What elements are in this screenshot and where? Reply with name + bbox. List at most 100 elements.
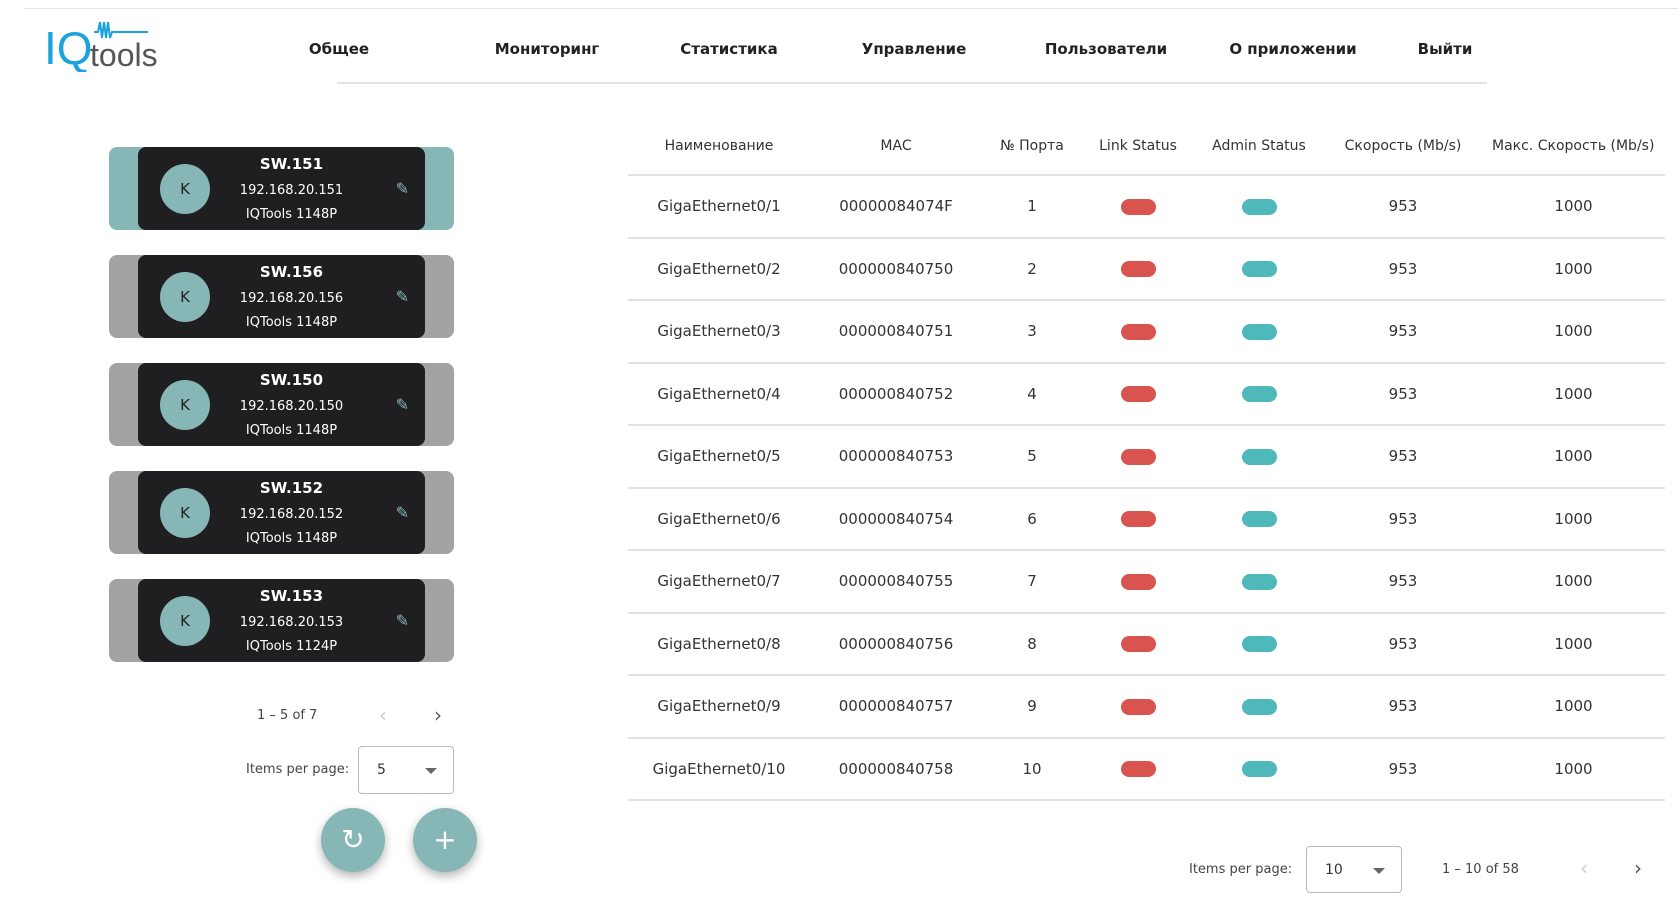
mac-address: 000000840756 [810, 612, 982, 676]
prev-page-icon[interactable]: ‹ [379, 703, 387, 727]
max-speed: 1000 [1482, 300, 1665, 364]
admin-status-cell [1194, 300, 1324, 364]
nav-item[interactable]: Управление [861, 40, 967, 58]
max-speed: 1000 [1482, 237, 1665, 301]
next-page-icon[interactable]: › [434, 703, 442, 727]
admin-status-cell [1194, 425, 1324, 489]
speed: 953 [1324, 737, 1482, 801]
device-ip: 192.168.20.156 [239, 291, 344, 306]
device-card[interactable]: K SW.150 192.168.20.150 IQTools 1148P ✎ [109, 363, 454, 446]
svg-text:IQ: IQ [44, 22, 93, 72]
table-row[interactable]: GigaEthernet0/4 000000840752 4 953 1000 [628, 362, 1665, 426]
admin-status-indicator [1241, 386, 1277, 403]
table-row[interactable]: GigaEthernet0/3 000000840751 3 953 1000 [628, 300, 1665, 364]
refresh-icon: ↻ [341, 823, 365, 856]
table-items-per-page-select[interactable]: 10 [1306, 846, 1402, 893]
table-row[interactable]: GigaEthernet0/7 000000840755 7 953 1000 [628, 550, 1665, 614]
iqtools-logo: IQ tools [44, 21, 158, 72]
device-ip: 192.168.20.153 [239, 615, 344, 630]
column-header[interactable]: № Порта [982, 118, 1082, 176]
edit-icon[interactable]: ✎ [395, 179, 409, 198]
mac-address: 000000840755 [810, 550, 982, 614]
device-name: SW.153 [259, 587, 324, 605]
avatar: K [160, 272, 210, 322]
table-next-page-icon[interactable]: › [1634, 856, 1642, 880]
column-header[interactable]: Скорость (Mb/s) [1324, 118, 1482, 176]
table-page-range: 1 – 10 of 58 [1442, 862, 1519, 877]
port-number: 4 [982, 362, 1082, 426]
device-name: SW.150 [259, 371, 324, 389]
max-speed: 1000 [1482, 737, 1665, 801]
device-card[interactable]: K SW.156 192.168.20.156 IQTools 1148P ✎ [109, 255, 454, 338]
nav-underline [337, 82, 1487, 84]
edit-icon[interactable]: ✎ [395, 287, 409, 306]
column-header[interactable]: Admin Status [1194, 118, 1324, 176]
link-status-indicator [1120, 261, 1156, 278]
column-header[interactable]: MAC [810, 118, 982, 176]
device-name: SW.151 [259, 155, 324, 173]
device-ip: 192.168.20.152 [239, 507, 344, 522]
port-name: GigaEthernet0/3 [628, 300, 810, 364]
nav-item[interactable]: Общее [308, 40, 370, 58]
device-card-body: K SW.152 192.168.20.152 IQTools 1148P ✎ [138, 471, 425, 554]
table-row[interactable]: GigaEthernet0/9 000000840757 9 953 1000 [628, 675, 1665, 739]
edit-icon[interactable]: ✎ [395, 503, 409, 522]
device-card-body: K SW.150 192.168.20.150 IQTools 1148P ✎ [138, 363, 425, 446]
port-name: GigaEthernet0/2 [628, 237, 810, 301]
port-number: 7 [982, 550, 1082, 614]
table-prev-page-icon[interactable]: ‹ [1580, 856, 1588, 880]
nav-item[interactable]: Выйти [1417, 40, 1473, 58]
refresh-button[interactable]: ↻ [321, 808, 385, 872]
link-status-cell [1082, 737, 1194, 801]
link-status-cell [1082, 237, 1194, 301]
max-speed: 1000 [1482, 175, 1665, 239]
table-row[interactable]: GigaEthernet0/8 000000840756 8 953 1000 [628, 612, 1665, 676]
edit-icon[interactable]: ✎ [395, 611, 409, 630]
device-items-per-page-select[interactable]: 5 [358, 746, 454, 794]
max-speed: 1000 [1482, 362, 1665, 426]
port-number: 3 [982, 300, 1082, 364]
link-status-cell [1082, 425, 1194, 489]
table-row[interactable]: GigaEthernet0/1 00000084074F 1 953 1000 [628, 175, 1665, 239]
table-row[interactable]: GigaEthernet0/5 000000840753 5 953 1000 [628, 425, 1665, 489]
max-speed: 1000 [1482, 550, 1665, 614]
link-status-cell [1082, 362, 1194, 426]
nav-item[interactable]: Пользователи [1044, 40, 1168, 58]
device-page-range: 1 – 5 of 7 [257, 708, 318, 723]
port-name: GigaEthernet0/1 [628, 175, 810, 239]
table-items-per-page-label: Items per page: [1189, 862, 1293, 877]
table-row[interactable]: GigaEthernet0/10 000000840758 10 953 1000 [628, 737, 1665, 801]
table-row[interactable]: GigaEthernet0/6 000000840754 6 953 1000 [628, 487, 1665, 551]
top-divider [25, 8, 1678, 9]
nav-item[interactable]: Мониторинг [494, 40, 600, 58]
device-card-body: K SW.153 192.168.20.153 IQTools 1124P ✎ [138, 579, 425, 662]
select-value: 10 [1325, 861, 1343, 878]
speed: 953 [1324, 300, 1482, 364]
nav-item[interactable]: Статистика [680, 40, 778, 58]
column-header[interactable]: Наименование [628, 118, 810, 176]
nav-item[interactable]: О приложении [1229, 40, 1357, 58]
edit-icon[interactable]: ✎ [395, 395, 409, 414]
device-card[interactable]: K SW.153 192.168.20.153 IQTools 1124P ✎ [109, 579, 454, 662]
device-ip: 192.168.20.150 [239, 399, 344, 414]
device-card[interactable]: K SW.152 192.168.20.152 IQTools 1148P ✎ [109, 471, 454, 554]
device-name: SW.156 [259, 263, 324, 281]
column-header[interactable]: Макс. Скорость (Mb/s) [1482, 118, 1665, 176]
admin-status-indicator [1241, 323, 1277, 340]
port-number: 6 [982, 487, 1082, 551]
admin-status-indicator [1241, 261, 1277, 278]
device-card[interactable]: K SW.151 192.168.20.151 IQTools 1148P ✎ [109, 147, 454, 230]
link-status-indicator [1120, 636, 1156, 653]
speed: 953 [1324, 550, 1482, 614]
device-card-body: K SW.156 192.168.20.156 IQTools 1148P ✎ [138, 255, 425, 338]
port-number: 1 [982, 175, 1082, 239]
mac-address: 000000840758 [810, 737, 982, 801]
port-name: GigaEthernet0/7 [628, 550, 810, 614]
link-status-cell [1082, 175, 1194, 239]
column-header[interactable]: Link Status [1082, 118, 1194, 176]
link-status-indicator [1120, 386, 1156, 403]
add-device-button[interactable]: + [413, 808, 477, 872]
table-row[interactable]: GigaEthernet0/2 000000840750 2 953 1000 [628, 237, 1665, 301]
admin-status-indicator [1241, 511, 1277, 528]
max-speed: 1000 [1482, 612, 1665, 676]
